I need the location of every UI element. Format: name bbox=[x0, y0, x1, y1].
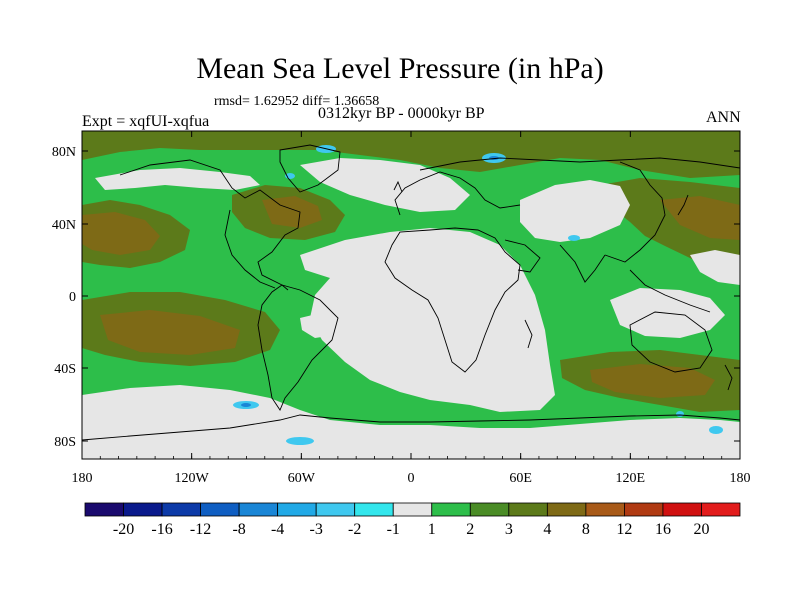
lat-label: 80N bbox=[52, 145, 76, 160]
colorbar-label: 20 bbox=[693, 521, 709, 538]
anomaly-field bbox=[82, 131, 740, 459]
colorbar-swatch bbox=[277, 502, 317, 517]
colorbar-swatch bbox=[200, 502, 240, 517]
coast-india bbox=[559, 244, 606, 283]
coast-africa bbox=[384, 227, 521, 373]
field-neg-core-2 bbox=[241, 403, 251, 407]
colorbar-swatch bbox=[354, 502, 394, 517]
field-zero-africa-atlantic bbox=[300, 228, 555, 412]
coast-sea-asia bbox=[629, 269, 711, 313]
field-neg-ross bbox=[709, 426, 723, 434]
map-title: Mean Sea Level Pressure (in hPa) bbox=[196, 52, 604, 85]
lon-label: 180 bbox=[730, 471, 751, 486]
colorbar-swatch bbox=[123, 502, 163, 517]
colorbar-swatch bbox=[392, 502, 433, 517]
stats-text: rmsd= 1.62952 diff= 1.36658 bbox=[214, 94, 380, 109]
field-natl-core bbox=[262, 196, 322, 228]
colorbar-label: -12 bbox=[190, 521, 211, 538]
colorbar-label: -16 bbox=[151, 521, 172, 538]
field-zero-seasia bbox=[690, 250, 740, 285]
field-arctic-high bbox=[82, 131, 740, 178]
coast-south-america bbox=[257, 284, 339, 411]
coast-uk bbox=[393, 180, 403, 193]
colorbar-label: -3 bbox=[310, 521, 323, 538]
colorbar-label: -4 bbox=[271, 521, 284, 538]
coast-europe bbox=[394, 171, 521, 216]
colorbar-label: 1 bbox=[428, 521, 436, 538]
lon-label: 120E bbox=[616, 471, 646, 486]
coast-arabia bbox=[504, 239, 541, 273]
colorbar-swatch bbox=[585, 502, 625, 517]
colorbar-label: 16 bbox=[655, 521, 671, 538]
coast-australia bbox=[629, 311, 713, 373]
field-neg-amery bbox=[676, 411, 684, 417]
colorbar-label: 2 bbox=[466, 521, 474, 538]
colorbar-swatch bbox=[161, 502, 201, 517]
coast-eurasia-north bbox=[419, 157, 740, 171]
colorbar-label: 4 bbox=[543, 521, 551, 538]
colorbar-swatch bbox=[624, 502, 664, 517]
field-neg-tibet bbox=[568, 235, 580, 241]
colorbar-swatch bbox=[315, 502, 356, 517]
colorbar-swatch bbox=[238, 502, 279, 517]
lon-label: 60E bbox=[509, 471, 532, 486]
experiment-label: Expt = xqfUI-xqfua bbox=[82, 113, 210, 130]
coast-greenland bbox=[279, 144, 341, 193]
field-zero-spac bbox=[300, 312, 340, 338]
coast-central-america bbox=[224, 209, 276, 289]
field-neg-antarctic-2 bbox=[286, 437, 314, 445]
colorbar-swatch bbox=[508, 502, 548, 517]
colorbar-swatch bbox=[701, 502, 741, 517]
season-label: ANN bbox=[706, 109, 741, 126]
coast-japan bbox=[677, 194, 689, 216]
coast-east-asia bbox=[604, 161, 666, 263]
coast-north-america bbox=[119, 159, 301, 291]
colorbar-label: -1 bbox=[387, 521, 400, 538]
field-zero-northcanada bbox=[95, 168, 260, 190]
colorbar: -20 -16 -12 -8 -4 -3 -2 -1 1 2 3 4 8 12 16 20 bbox=[84, 502, 741, 538]
field-sind-core bbox=[590, 364, 715, 398]
lon-label: 0 bbox=[408, 471, 415, 486]
coastlines bbox=[82, 144, 740, 441]
lat-label: 40N bbox=[52, 218, 76, 233]
colorbar-label: -8 bbox=[232, 521, 245, 538]
colorbar-label: -2 bbox=[348, 521, 361, 538]
lat-label: 40S bbox=[54, 362, 76, 377]
axes: 80N 40N 0 40S 80S 180 120W 60W 0 60E 120E 180 bbox=[52, 131, 751, 486]
lon-label: 60W bbox=[288, 471, 316, 486]
colorbar-swatch bbox=[431, 502, 471, 517]
period-subtitle: 0312kyr BP - 0000kyr BP bbox=[318, 105, 485, 122]
coast-madagascar bbox=[524, 319, 533, 349]
lon-label: 180 bbox=[72, 471, 93, 486]
coast-antarctica bbox=[82, 414, 740, 441]
colorbar-swatch bbox=[84, 502, 124, 517]
lon-label: 120W bbox=[175, 471, 210, 486]
colorbar-swatch bbox=[546, 502, 587, 517]
field-npac-core bbox=[82, 212, 160, 255]
field-spac-core bbox=[100, 310, 240, 355]
field-zero-atlantic-north bbox=[300, 158, 470, 212]
field-asia-core bbox=[660, 196, 740, 240]
lat-label: 80S bbox=[54, 435, 76, 450]
colorbar-swatch bbox=[469, 502, 510, 517]
coast-new-zealand bbox=[724, 364, 733, 391]
colorbar-label: -20 bbox=[113, 521, 134, 538]
colorbar-swatch bbox=[662, 502, 702, 517]
field-zero-asia bbox=[520, 180, 630, 242]
colorbar-label: 3 bbox=[505, 521, 513, 538]
colorbar-label: 8 bbox=[582, 521, 590, 538]
lat-label: 0 bbox=[69, 290, 76, 305]
colorbar-label: 12 bbox=[616, 521, 632, 538]
